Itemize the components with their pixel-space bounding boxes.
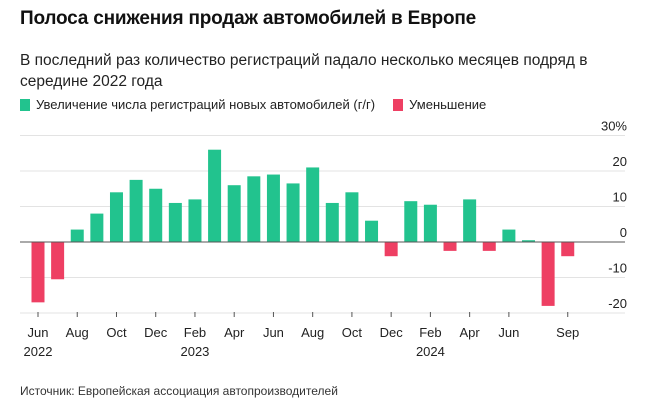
x-tick-label: Jun xyxy=(263,325,284,340)
x-tick-label: Feb xyxy=(184,325,206,340)
x-tick-label: Jun xyxy=(498,325,519,340)
x-tick-year-label: 2022 xyxy=(24,344,53,359)
bar-increase xyxy=(70,229,84,242)
x-tick-label: Dec xyxy=(144,325,168,340)
bar-increase xyxy=(109,192,123,242)
x-tick-label: Apr xyxy=(460,325,481,340)
x-tick-label: Oct xyxy=(342,325,363,340)
x-tick-label: Aug xyxy=(301,325,324,340)
bar-increase xyxy=(90,213,104,242)
bar-increase xyxy=(325,202,339,242)
legend-label-decrease: Уменьшение xyxy=(409,97,487,112)
x-tick-label: Aug xyxy=(66,325,89,340)
y-tick-label: -10 xyxy=(608,261,627,276)
bar-increase xyxy=(149,188,163,242)
y-tick-label: 30% xyxy=(601,119,627,134)
y-tick-label: 0 xyxy=(620,225,627,240)
bar-decrease xyxy=(561,242,575,257)
bar-increase xyxy=(522,240,535,242)
source-note: Источник: Европейская ассоциация автопро… xyxy=(20,384,338,398)
bar-decrease xyxy=(384,242,398,257)
bar-increase xyxy=(306,167,320,242)
chart-title: Полоса снижения продаж автомобилей в Евр… xyxy=(20,8,477,29)
bar-increase xyxy=(129,179,143,242)
x-tick-label: Apr xyxy=(224,325,245,340)
bar-increase xyxy=(286,183,300,242)
bar-increase xyxy=(365,220,379,242)
bar-increase xyxy=(463,199,477,242)
bar-increase xyxy=(404,201,418,242)
x-tick-label: Oct xyxy=(106,325,127,340)
bar-increase xyxy=(227,185,241,242)
bar-increase xyxy=(208,149,222,242)
bar-increase xyxy=(266,174,280,242)
legend-swatch-decrease xyxy=(393,98,404,111)
bar-increase xyxy=(423,204,437,242)
bar-decrease xyxy=(541,242,555,306)
y-tick-label: 20 xyxy=(613,154,627,169)
x-tick-label: Dec xyxy=(380,325,404,340)
x-tick-year-label: 2023 xyxy=(180,344,209,359)
legend: Увеличение числа регистраций новых автом… xyxy=(20,97,504,112)
bar-decrease xyxy=(31,242,45,303)
y-tick-label: -20 xyxy=(608,296,627,311)
legend-swatch-increase xyxy=(20,98,30,111)
y-tick-label: 10 xyxy=(613,190,627,205)
bar-increase xyxy=(188,199,202,242)
legend-item-decrease: Уменьшение xyxy=(393,97,486,112)
bar-increase xyxy=(502,229,516,242)
x-tick-year-label: 2024 xyxy=(416,344,445,359)
bar-increase xyxy=(168,202,182,242)
bar-increase xyxy=(247,176,261,242)
bar-decrease xyxy=(482,242,496,251)
bar-increase xyxy=(345,192,359,242)
legend-item-increase: Увеличение числа регистраций новых автом… xyxy=(20,97,375,112)
x-tick-label: Feb xyxy=(419,325,441,340)
x-tick-label: Jun xyxy=(28,325,49,340)
chart-subtitle: В последний раз количество регистраций п… xyxy=(20,52,588,90)
x-tick-label: Sep xyxy=(556,325,579,340)
bar-decrease xyxy=(51,242,65,280)
bar-decrease xyxy=(443,242,457,251)
legend-label-increase: Увеличение числа регистраций новых автом… xyxy=(36,97,376,112)
